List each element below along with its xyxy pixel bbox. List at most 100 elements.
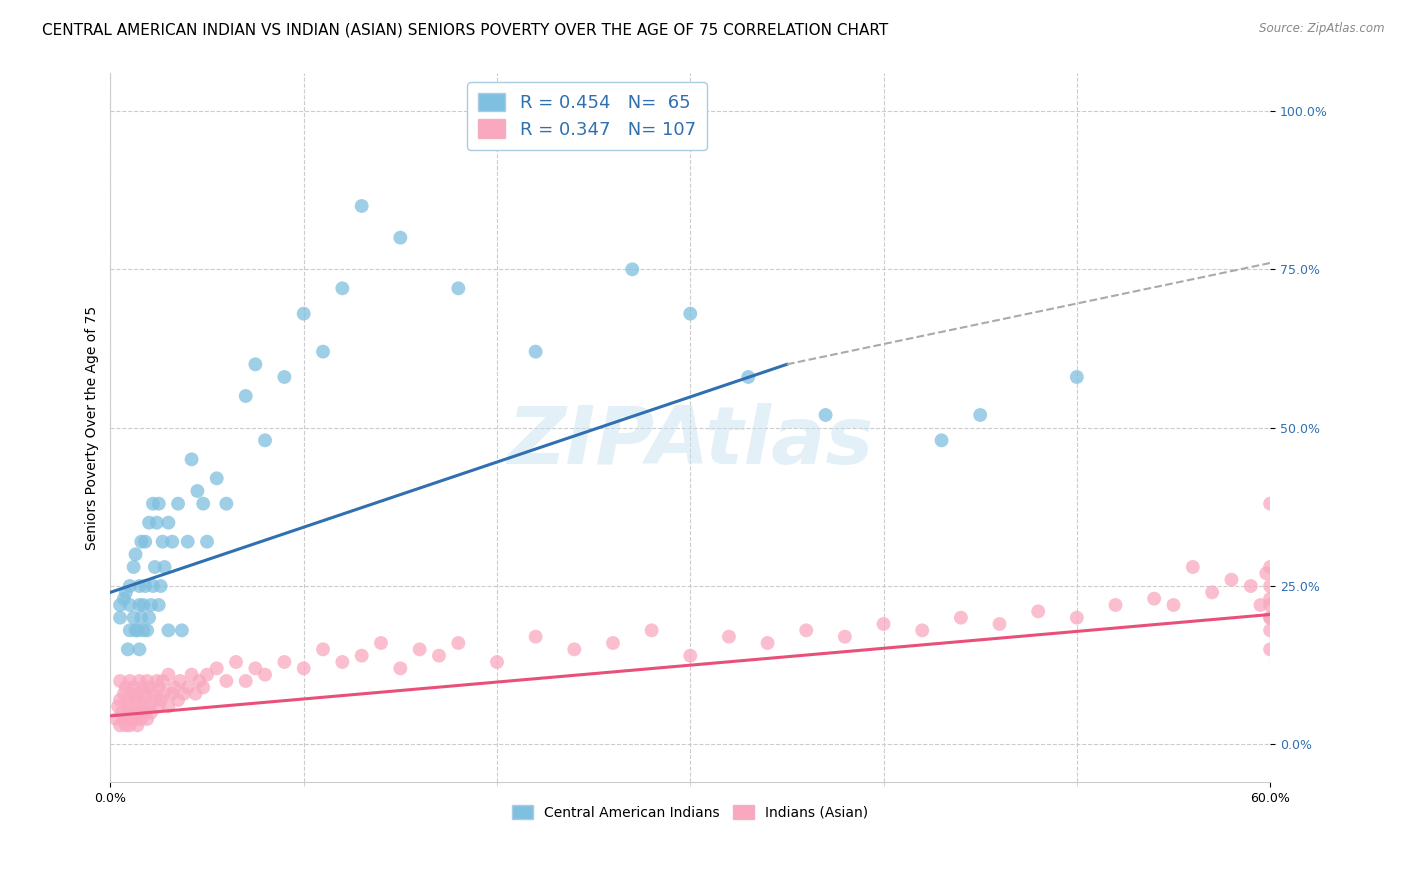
Point: [170, 624, 193, 638]
Point: [188, 673, 211, 688]
Text: Source: ZipAtlas.com: Source: ZipAtlas.com: [1260, 22, 1385, 36]
Point: [132, 598, 155, 612]
Point: [1066, 610, 1088, 624]
Point: [118, 718, 141, 732]
Text: CENTRAL AMERICAN INDIAN VS INDIAN (ASIAN) SENIORS POVERTY OVER THE AGE OF 75 COR: CENTRAL AMERICAN INDIAN VS INDIAN (ASIAN…: [42, 22, 889, 37]
Point: [142, 497, 165, 511]
Point: [148, 699, 170, 714]
Point: [146, 516, 169, 530]
Point: [112, 712, 135, 726]
Point: [215, 673, 238, 688]
Point: [157, 699, 180, 714]
Point: [131, 693, 153, 707]
Point: [162, 534, 184, 549]
Point: [118, 624, 141, 638]
Point: [122, 706, 145, 720]
Point: [717, 630, 740, 644]
Point: [969, 408, 991, 422]
Point: [911, 624, 934, 638]
Point: [138, 516, 160, 530]
Point: [834, 630, 856, 644]
Point: [152, 673, 174, 688]
Point: [152, 534, 174, 549]
Point: [1258, 497, 1281, 511]
Point: [131, 712, 153, 726]
Point: [215, 497, 238, 511]
Point: [115, 585, 138, 599]
Point: [330, 655, 353, 669]
Point: [115, 718, 138, 732]
Point: [148, 681, 170, 695]
Point: [131, 534, 153, 549]
Point: [1249, 598, 1271, 612]
Point: [1181, 560, 1204, 574]
Point: [205, 661, 228, 675]
Point: [485, 655, 508, 669]
Point: [988, 617, 1011, 632]
Point: [273, 370, 295, 384]
Point: [136, 712, 159, 726]
Point: [389, 661, 412, 675]
Point: [148, 598, 170, 612]
Point: [872, 617, 894, 632]
Point: [142, 687, 165, 701]
Point: [814, 408, 837, 422]
Point: [225, 655, 247, 669]
Point: [1258, 642, 1281, 657]
Point: [117, 693, 139, 707]
Point: [108, 718, 131, 732]
Point: [134, 534, 156, 549]
Point: [118, 699, 141, 714]
Point: [621, 262, 644, 277]
Point: [1201, 585, 1223, 599]
Point: [163, 681, 186, 695]
Point: [370, 636, 392, 650]
Point: [193, 497, 215, 511]
Point: [128, 706, 150, 720]
Point: [132, 624, 155, 638]
Point: [177, 681, 200, 695]
Point: [139, 706, 162, 720]
Point: [524, 344, 547, 359]
Point: [134, 706, 156, 720]
Point: [195, 534, 218, 549]
Point: [128, 598, 150, 612]
Point: [273, 655, 295, 669]
Point: [124, 712, 146, 726]
Point: [180, 667, 202, 681]
Point: [254, 667, 277, 681]
Point: [408, 642, 430, 657]
Point: [128, 579, 150, 593]
Point: [173, 687, 195, 701]
Point: [134, 579, 156, 593]
Point: [1240, 579, 1263, 593]
Point: [142, 579, 165, 593]
Legend: Central American Indians, Indians (Asian): Central American Indians, Indians (Asian…: [506, 799, 875, 825]
Point: [180, 452, 202, 467]
Point: [162, 687, 184, 701]
Point: [149, 579, 172, 593]
Point: [118, 673, 141, 688]
Point: [148, 497, 170, 511]
Point: [167, 497, 190, 511]
Point: [128, 673, 150, 688]
Point: [169, 673, 191, 688]
Point: [121, 712, 143, 726]
Point: [350, 648, 373, 663]
Point: [136, 673, 159, 688]
Point: [108, 693, 131, 707]
Point: [138, 610, 160, 624]
Point: [350, 199, 373, 213]
Point: [602, 636, 624, 650]
Point: [157, 667, 180, 681]
Point: [143, 693, 166, 707]
Point: [153, 560, 176, 574]
Point: [132, 681, 155, 695]
Point: [108, 673, 131, 688]
Point: [184, 687, 207, 701]
Point: [254, 434, 277, 448]
Point: [107, 699, 129, 714]
Point: [1258, 560, 1281, 574]
Point: [108, 598, 131, 612]
Point: [1258, 591, 1281, 606]
